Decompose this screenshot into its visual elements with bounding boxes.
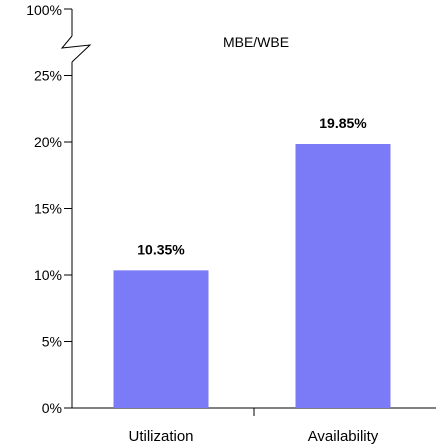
y-tick-label: 0% <box>42 400 62 416</box>
bars: 10.35% Utilization 19.85% Availability <box>113 115 391 445</box>
y-axis: 100% <box>26 2 92 408</box>
chart-title: MBE/WBE <box>223 34 289 50</box>
y-tick-label: 20% <box>34 134 62 150</box>
y-tick-label: 25% <box>34 68 62 84</box>
data-label: 10.35% <box>137 241 185 257</box>
y-tick-label-top: 100% <box>26 2 62 18</box>
y-axis-break-mark <box>60 35 92 63</box>
x-tick-label: Availability <box>308 428 379 445</box>
bar-utilization <box>113 270 209 408</box>
y-tick-label: 10% <box>34 267 62 283</box>
bar-availability <box>295 143 391 408</box>
x-tick-label: Utilization <box>128 428 193 445</box>
y-ticks: 0% 5% 10% 15% 20% 25% <box>34 68 72 416</box>
y-tick-label: 5% <box>42 334 62 350</box>
y-tick-label: 15% <box>34 201 62 217</box>
data-label: 19.85% <box>319 115 367 131</box>
x-axis <box>72 407 436 416</box>
